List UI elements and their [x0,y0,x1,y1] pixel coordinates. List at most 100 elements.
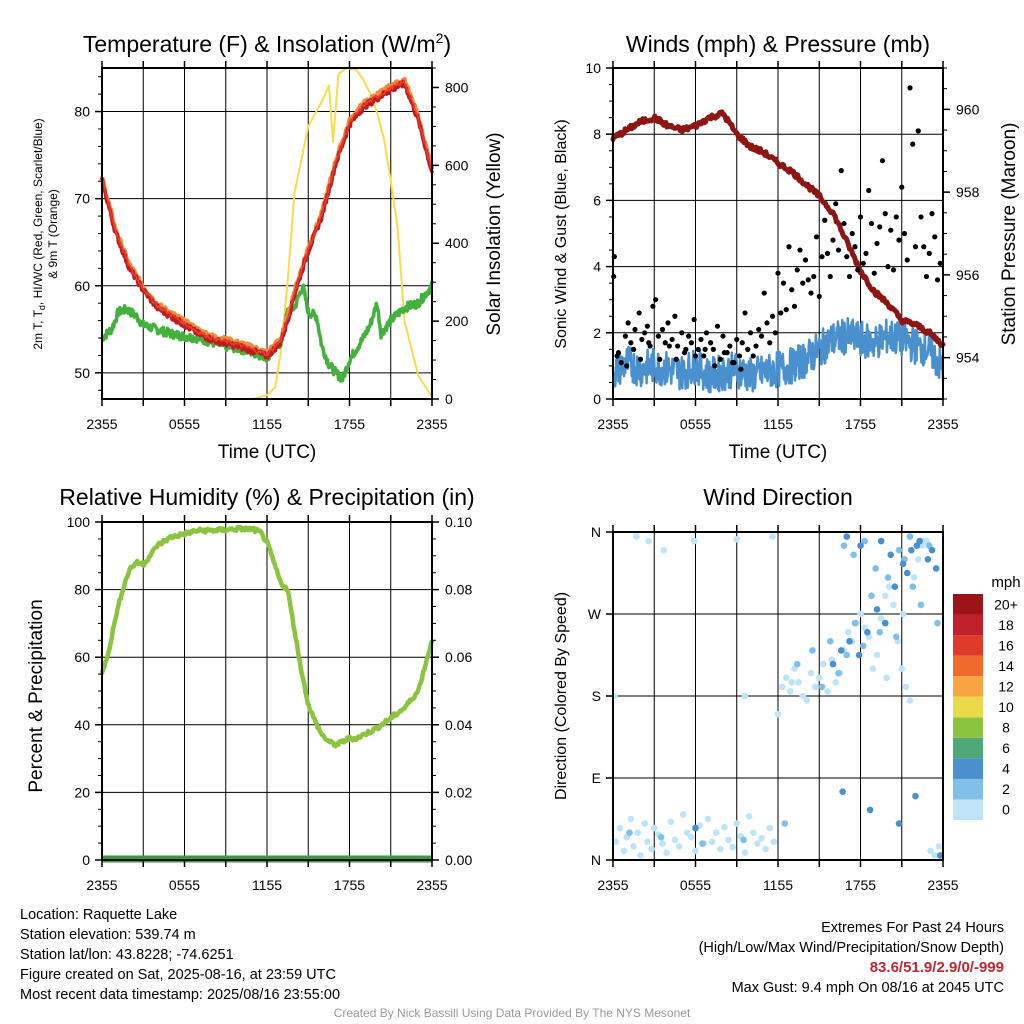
direction-point [906,697,914,704]
y-tick-label-right: 956 [956,267,980,283]
direction-point [883,674,890,682]
direction-point [851,619,859,627]
y-tick-label: 0 [82,852,90,868]
x-tick-label: 1155 [252,416,282,432]
direction-point [872,565,879,572]
direction-point [837,647,845,654]
direction-point [914,556,922,563]
direction-point [899,560,907,568]
direction-point [787,688,794,695]
humidity-y-label-left: Percent & Precipitation [26,599,47,792]
y-tick-label: 6 [593,192,601,208]
direction-point [762,845,769,853]
direction-point [630,843,637,850]
gust-point [915,128,921,134]
direction-ticks: 2355 0555 1155 1755 2355 N E S W N [588,524,959,893]
gust-point [644,323,650,329]
direction-point [745,812,753,820]
extremes-subheading: (High/Low/Max Wind/Precipitation/Snow De… [698,940,1004,956]
gust-point [860,260,866,266]
gust-point [877,224,883,230]
gust-point [885,264,891,270]
direction-point [725,836,732,844]
direction-point [892,633,900,641]
direction-point [616,824,624,832]
winds-y-label-left: Sonic Wind & Gust (Blue, Black) [553,119,570,348]
y-tick-label-right: 0.02 [445,784,472,800]
direction-point [644,838,651,846]
direction-point [843,533,851,540]
direction-point [902,683,910,691]
gust-point [934,277,941,283]
gust-point [624,363,630,369]
direction-point [895,546,903,554]
gust-point [622,333,628,339]
direction-point [826,638,834,645]
direction-point [659,840,666,847]
gust-point [844,254,850,260]
gust-point [822,217,828,223]
direction-point [850,551,857,559]
direction-point [633,533,640,540]
direction-point [881,619,889,627]
colorbar-label: 0 [1002,802,1010,818]
direction-point [931,852,939,859]
x-tick-label: 1755 [845,877,876,893]
direction-point [778,683,786,691]
x-tick-label: 1155 [763,416,793,432]
direction-point [912,792,919,800]
gust-point [727,343,733,349]
gust-point [646,340,652,346]
winds-panel: Winds (mph) & Pressure (mb) 2355 0555 1155… [553,31,1020,463]
y-tick-label: 80 [74,582,90,598]
gust-point [745,346,751,352]
heat-index-line [101,80,433,357]
gust-point [642,330,648,336]
direction-point [869,665,877,672]
x-tick-label: 2355 [416,416,447,432]
y-tick-label: 0 [593,391,601,407]
colorbar-swatch [953,717,983,738]
x-tick-label: 0555 [169,877,200,893]
x-tick-label: 1755 [334,416,365,432]
gust-point [794,267,800,273]
y-tick-label: 100 [67,514,91,530]
gust-point [714,323,721,329]
direction-point [699,840,706,847]
gust-point [703,330,710,336]
direction-point [843,651,851,659]
direction-point [928,546,936,554]
winds-title: Winds (mph) & Pressure (mb) [626,31,930,57]
direction-point [741,849,749,857]
gust-point [702,346,708,352]
direction-point [846,638,853,645]
direction-point [839,788,846,795]
direction-point [721,823,728,831]
gust-point [857,214,864,220]
x-tick-label: 2355 [597,877,628,893]
relative-humidity-line [99,524,435,749]
station-info: Location: Raquette Lake Station elevatio… [20,905,340,1005]
direction-point [667,818,675,826]
gust-point [686,333,692,339]
direction-point [910,574,918,581]
colorbar-label: 18 [998,617,1014,633]
colorbar-swatch [953,614,983,636]
gust-point [655,333,661,339]
direction-point [829,660,837,668]
direction-y-label-left: Direction (Colored By Speed) [553,592,570,800]
y-tick-label: 50 [74,365,90,381]
gust-point [797,247,803,253]
colorbar-swatch [953,594,983,615]
x-tick-label: 2355 [927,877,958,893]
temperature-title: Temperature (F) & Insolation (W/m2) [83,30,451,57]
x-tick-label: 1155 [252,877,282,893]
gust-point [904,257,910,263]
gust-point [824,250,831,256]
gust-point [830,237,836,243]
x-tick-label: 0555 [680,877,711,893]
y-tick-label-right: 954 [956,350,980,366]
direction-point [716,845,724,853]
gust-point [742,310,748,316]
direction-grid [613,532,943,860]
